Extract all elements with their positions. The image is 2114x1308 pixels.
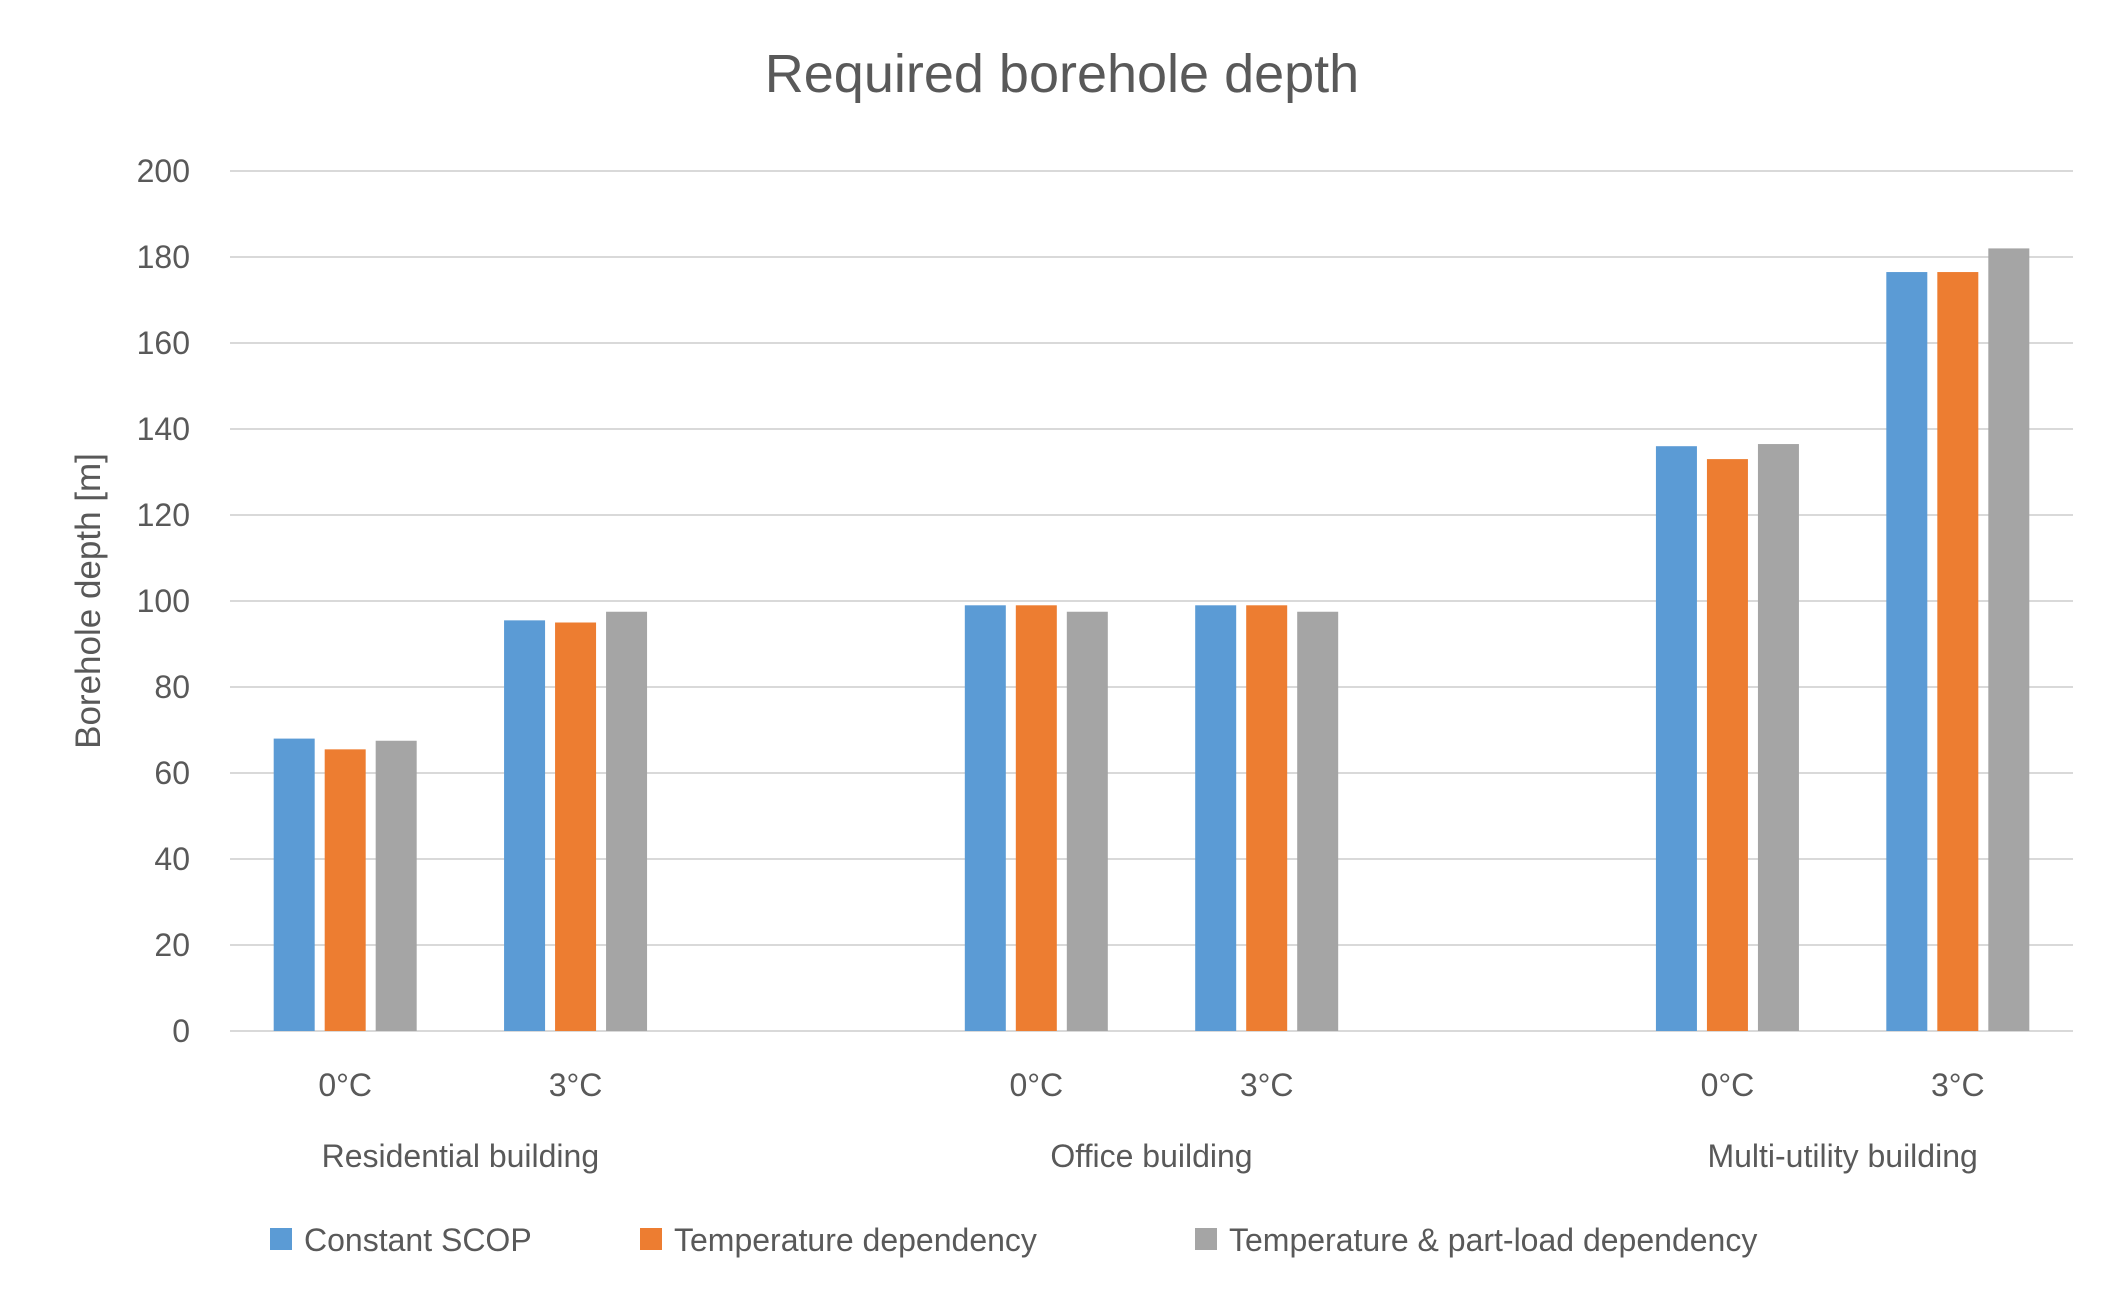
category-label: 3°C xyxy=(549,1067,603,1103)
bar xyxy=(606,611,648,1031)
legend-item: Constant SCOP xyxy=(270,1222,532,1258)
legend-label: Temperature dependency xyxy=(674,1222,1037,1258)
y-tick-label: 180 xyxy=(137,239,190,275)
y-axis-label: Borehole depth [m] xyxy=(69,453,108,749)
y-tick-label: 160 xyxy=(137,325,190,361)
category-label: 0°C xyxy=(1009,1067,1063,1103)
y-tick-label: 140 xyxy=(137,411,190,447)
bar xyxy=(555,622,597,1031)
bar xyxy=(1246,605,1288,1031)
y-tick-label: 120 xyxy=(137,497,190,533)
bar xyxy=(1195,605,1237,1031)
bar xyxy=(1886,272,1928,1031)
bar xyxy=(1066,611,1108,1031)
bar xyxy=(1937,272,1979,1031)
legend-label: Temperature & part-load dependency xyxy=(1229,1222,1757,1258)
chart-title: Required borehole depth xyxy=(765,44,1359,104)
category-label: 0°C xyxy=(318,1067,372,1103)
legend-label: Constant SCOP xyxy=(304,1222,532,1258)
y-tick-label: 80 xyxy=(154,669,190,705)
bar xyxy=(1015,605,1057,1031)
y-tick-label: 40 xyxy=(154,841,190,877)
y-tick-label: 0 xyxy=(172,1013,190,1049)
legend-swatch xyxy=(270,1228,292,1250)
y-tick-label: 60 xyxy=(154,755,190,791)
bar xyxy=(1297,611,1339,1031)
category-label: 0°C xyxy=(1701,1067,1755,1103)
legend-swatch xyxy=(640,1228,662,1250)
bar xyxy=(964,605,1006,1031)
x-tick-labels: 0°C 3°C 0°C 3°C 0°C 3°C Residential building Of… xyxy=(318,1067,1984,1174)
legend-item: Temperature dependency xyxy=(640,1222,1037,1258)
y-tick-label: 20 xyxy=(154,927,190,963)
group-label: Residential building xyxy=(322,1138,600,1174)
bar xyxy=(375,740,417,1031)
bar xyxy=(1988,248,2030,1031)
bar xyxy=(273,738,315,1031)
y-tick-labels: 0 20 40 60 80 100 120 140 160 180 200 xyxy=(137,153,190,1049)
legend: Constant SCOP Temperature dependency Tempe… xyxy=(270,1222,1757,1258)
group-label: Office building xyxy=(1050,1138,1252,1174)
bars xyxy=(273,248,2030,1032)
y-tick-label: 200 xyxy=(137,153,190,189)
bar xyxy=(324,749,366,1031)
bar xyxy=(1655,446,1697,1031)
legend-swatch xyxy=(1195,1228,1217,1250)
group-label: Multi-utility building xyxy=(1707,1138,1977,1174)
category-label: 3°C xyxy=(1931,1067,1985,1103)
legend-item: Temperature & part-load dependency xyxy=(1195,1222,1757,1258)
category-label: 3°C xyxy=(1240,1067,1294,1103)
bar xyxy=(1757,444,1799,1031)
bar xyxy=(504,620,546,1031)
bar xyxy=(1706,459,1748,1032)
y-tick-label: 100 xyxy=(137,583,190,619)
